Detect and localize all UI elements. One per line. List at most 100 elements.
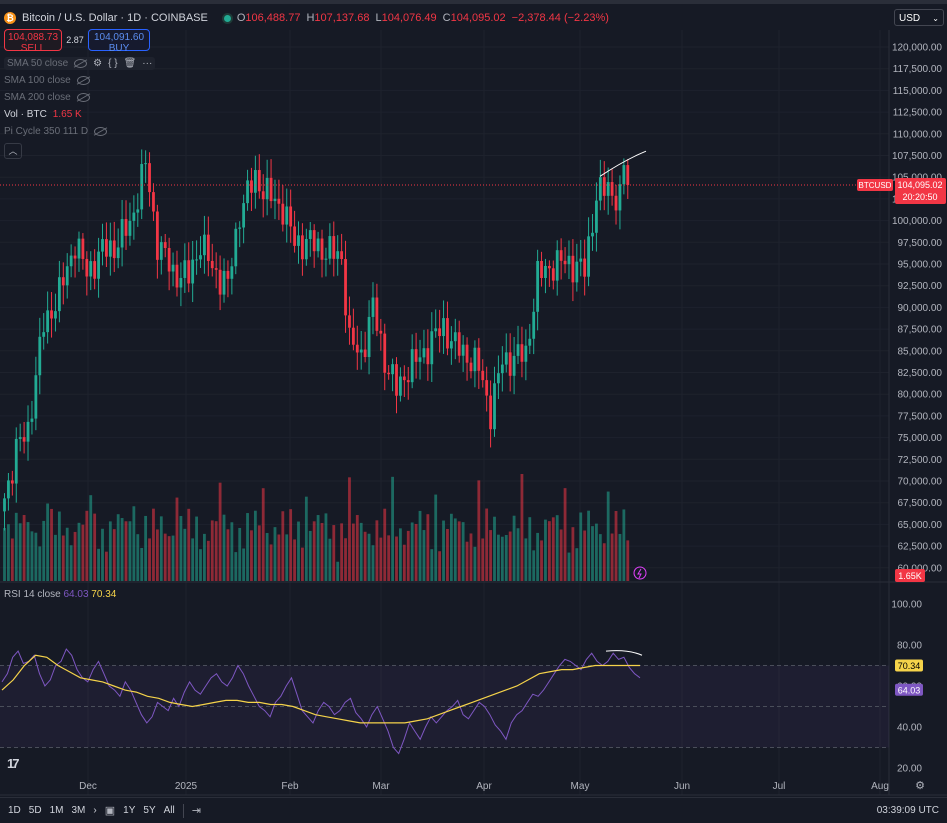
volume-bar [563,488,567,581]
source-code-icon[interactable]: { } [108,58,118,69]
time-tick-label: Feb [281,781,299,792]
candle [42,332,46,337]
range-1m[interactable]: 1M [49,805,64,816]
candle [551,268,555,281]
candle [46,310,50,333]
more-icon[interactable]: ··· [142,58,153,69]
bottom-toolbar: 1D 5D 1M 3M › ▣ 1Y 5Y All ⇥ 03:39:09 UTC [0,797,947,823]
range-3m[interactable]: 3M [71,805,86,816]
volume-bar [626,540,630,581]
volume-bar [89,495,93,581]
candle [532,311,536,339]
volume-bar [46,503,50,581]
price-tick-label: 72,500.00 [898,455,943,466]
volume-bar [336,561,340,581]
volume-bar [152,508,155,581]
candle [218,269,222,295]
candle [222,270,226,295]
indicator-sma200[interactable]: SMA 200 close [4,92,90,103]
candle [101,239,104,252]
volume-bar [367,533,371,581]
volume-bar [461,522,465,581]
candle [85,258,89,277]
candle [324,258,328,260]
volume-bar [171,535,175,581]
candle [528,338,532,346]
time-axis[interactable]: Dec 2025 Feb Mar Apr May Jun Jul Aug ⚙ [79,779,925,792]
collapse-legend-button[interactable]: ︿ [4,143,22,159]
price-tick-label: 92,500.00 [898,281,943,292]
clock[interactable]: 03:39:09 UTC [876,805,939,816]
eye-off-icon[interactable] [94,127,108,136]
range-all[interactable]: All [163,805,175,816]
volume-bar [277,534,281,581]
trend-drawing [599,150,647,177]
range-1d[interactable]: 1D [8,805,21,816]
candle [159,242,163,260]
candle [301,235,304,260]
sell-button[interactable]: 104,088.73 SELL [4,29,62,54]
volume-bar [571,527,575,581]
range-more-icon[interactable]: › [93,805,97,816]
price-tick-label: 80,000.00 [898,390,943,401]
candle [171,264,175,272]
go-to-date-icon[interactable]: ⇥ [191,805,201,817]
spread: 2.87 [66,35,84,45]
indicator-volume[interactable]: Vol · BTC 1.65 K [4,109,82,120]
candle [155,211,159,260]
volume-bar [167,536,171,581]
indicator-sma50[interactable]: SMA 50 close ⚙ { } 🗑 ··· [4,57,156,70]
volume-bar [112,529,116,581]
indicator-label: SMA 50 close [7,58,69,69]
volume-bar [18,523,22,581]
candle [598,177,602,201]
volume-bar [175,497,179,581]
volume-bar [50,508,53,581]
volume-bar [598,534,602,581]
volume-bar [308,530,312,581]
indicator-pi-cycle[interactable]: Pi Cycle 350 111 D [4,126,108,137]
indicator-sma100[interactable]: SMA 100 close [4,75,90,86]
eye-off-icon[interactable] [76,76,90,85]
candle [281,203,285,225]
candle [426,348,430,365]
tradingview-logo[interactable]: 17 [7,756,20,771]
time-tick-label: 2025 [175,781,198,792]
eye-off-icon[interactable] [74,59,88,68]
symbol-title[interactable]: Bitcoin / U.S. Dollar · 1D · COINBASE [22,12,208,24]
currency-select[interactable]: USD ⌄ [894,9,944,26]
candle [242,203,246,228]
settings-icon[interactable]: ⚙ [93,58,103,69]
eye-off-icon[interactable] [76,93,90,102]
indicator-label: SMA 100 close [4,75,71,86]
price-tick-label: 62,500.00 [898,542,943,553]
date-range-icon[interactable]: ▣ [104,805,116,817]
volume-bar [14,512,18,581]
volume-bar [500,536,504,581]
range-5d[interactable]: 5D [28,805,42,816]
range-5y[interactable]: 5Y [143,805,156,816]
volume-bar [591,526,594,581]
rsi-legend[interactable]: RSI 14 close 64.03 70.34 [4,589,116,600]
sell-label: SELL [20,43,46,54]
volume-bar [26,522,30,581]
volume-bar [97,548,100,581]
rsi-ma-line [1,654,640,724]
candle [473,347,477,372]
price-axis[interactable]: 120,000.00 117,500.00 115,000.00 112,500.00… [891,43,942,775]
low-value: 104,076.49 [381,12,437,24]
buy-button[interactable]: 104,091.60 BUY [88,29,150,54]
price-tick-label: 87,500.00 [898,325,943,336]
candle [438,328,442,337]
volume-bar [293,539,296,581]
trash-icon[interactable]: 🗑 [123,58,137,69]
volume-bar [250,530,253,581]
volume-bar [422,530,426,581]
volume-bar [363,531,367,581]
volume-bar [206,540,210,581]
price-tick-label: 117,500.00 [893,64,943,75]
range-1y[interactable]: 1Y [123,805,136,816]
volume-bar [269,544,273,581]
volume-bar [332,525,336,581]
